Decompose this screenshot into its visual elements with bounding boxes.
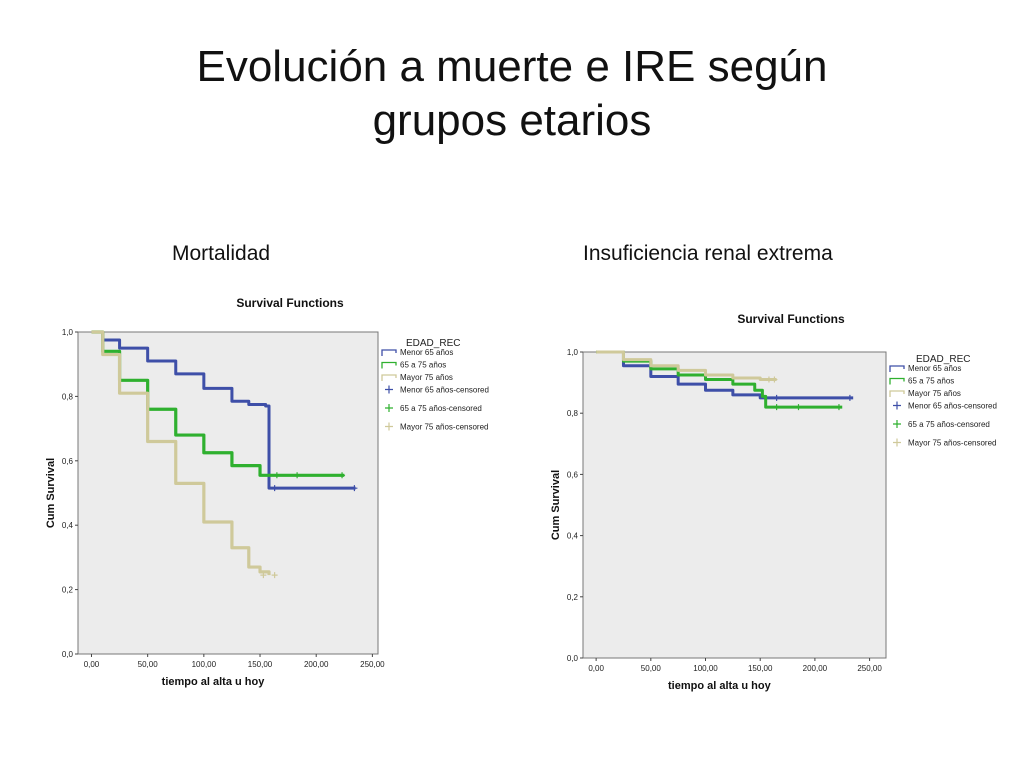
legend-item: Mayor 75 años	[400, 373, 453, 382]
legend-item: Menor 65 años	[400, 348, 453, 357]
legend-swatch	[893, 401, 901, 410]
legend-item: 65 a 75 años-censored	[908, 420, 990, 429]
legend-swatch	[385, 385, 393, 394]
y-tick-label: 0,4	[567, 532, 579, 541]
x-tick-label: 200,00	[304, 660, 329, 669]
series-line-3	[91, 330, 271, 576]
x-tick-label: 250,00	[360, 660, 385, 669]
y-tick-label: 1,0	[62, 328, 74, 337]
series-line-3	[596, 350, 777, 382]
legend-swatch	[889, 365, 905, 372]
slide-title: Evolución a muerte e IRE según grupos et…	[0, 40, 1024, 148]
x-tick-label: 250,00	[857, 664, 882, 673]
y-tick-label: 0,2	[567, 593, 579, 602]
legend-item: Mayor 75 años-censored	[400, 423, 489, 432]
legend-swatch	[385, 422, 393, 431]
y-axis-label: Cum Survival	[550, 470, 562, 540]
y-tick-label: 0,6	[62, 457, 74, 466]
x-tick-label: 0,00	[84, 660, 100, 669]
legend-item: 65 a 75 años	[908, 377, 954, 386]
legend-swatch	[381, 361, 397, 369]
censor-mark	[260, 572, 267, 579]
legend-item: Menor 65 años	[908, 364, 961, 373]
x-tick-label: 200,00	[803, 664, 828, 673]
legend-item: Mayor 75 años-censored	[908, 439, 997, 448]
censor-mark	[795, 404, 802, 411]
legend-title: EDAD_REC	[916, 354, 970, 365]
censor-mark	[773, 404, 780, 411]
series-line-1	[91, 330, 356, 490]
x-tick-label: 150,00	[748, 664, 773, 673]
y-axis-label: Cum Survival	[45, 458, 57, 528]
y-tick-label: 0,8	[62, 392, 74, 401]
y-tick-label: 1,0	[567, 348, 579, 357]
legend-swatch	[889, 377, 905, 385]
series-line-2	[596, 350, 843, 409]
y-tick-label: 0,0	[567, 654, 579, 663]
x-tick-label: 150,00	[248, 660, 273, 669]
x-tick-label: 100,00	[693, 664, 718, 673]
y-tick-label: 0,6	[567, 470, 579, 479]
x-axis-label: tiempo al alta u hoy	[162, 676, 266, 688]
censor-mark	[339, 472, 346, 479]
x-tick-label: 50,00	[641, 664, 662, 673]
censor-mark	[773, 394, 780, 401]
legend-swatch	[889, 390, 905, 397]
legend-swatch	[381, 349, 397, 356]
y-tick-label: 0,0	[62, 650, 74, 659]
legend-item: Menor 65 años-censored	[908, 402, 997, 411]
plot-area	[582, 351, 887, 659]
censor-mark	[771, 376, 778, 383]
y-tick-label: 0,4	[62, 521, 74, 530]
censor-mark	[273, 472, 280, 479]
censor-mark	[294, 472, 301, 479]
legend-item: 65 a 75 años	[400, 361, 446, 370]
legend-item: Mayor 75 años	[908, 389, 961, 398]
censor-mark	[271, 485, 278, 492]
censor-mark	[846, 394, 853, 401]
panel-label-ire: Insuficiencia renal extrema	[583, 242, 833, 265]
y-tick-label: 0,8	[567, 409, 579, 418]
x-tick-label: 0,00	[588, 664, 604, 673]
legend-title: EDAD_REC	[406, 338, 460, 349]
slide-title-line-1: Evolución a muerte e IRE según	[196, 42, 828, 91]
legend-swatch	[893, 420, 901, 428]
censor-mark	[271, 572, 278, 579]
survival-chart-mortalidad: Survival Functions 0,0 0,2 0,4 0,6 0,8 1,0 0,00…	[45, 296, 489, 688]
x-axis-label: tiempo al alta u hoy	[668, 680, 772, 692]
slide-title-line-2: grupos etarios	[372, 96, 652, 145]
chart-title: Survival Functions	[236, 296, 344, 310]
plot-area	[77, 331, 379, 655]
legend-item: 65 a 75 años-censored	[400, 404, 482, 413]
x-tick-label: 100,00	[192, 660, 217, 669]
panel-label-mortalidad: Mortalidad	[172, 242, 271, 265]
legend-swatch	[385, 404, 393, 412]
survival-chart-ire: Survival Functions 0,0 0,2 0,4 0,6 0,8 1,0 0,00…	[550, 312, 997, 692]
censor-mark	[835, 404, 842, 411]
censor-mark	[351, 485, 358, 492]
legend-swatch	[893, 438, 901, 447]
legend-item: Menor 65 años-censored	[400, 386, 489, 395]
censor-mark	[765, 376, 772, 383]
chart-title: Survival Functions	[737, 312, 845, 326]
y-tick-label: 0,2	[62, 586, 74, 595]
series-line-1	[596, 350, 854, 400]
x-tick-label: 50,00	[138, 660, 159, 669]
legend-swatch	[381, 374, 397, 381]
series-line-2	[91, 330, 345, 477]
